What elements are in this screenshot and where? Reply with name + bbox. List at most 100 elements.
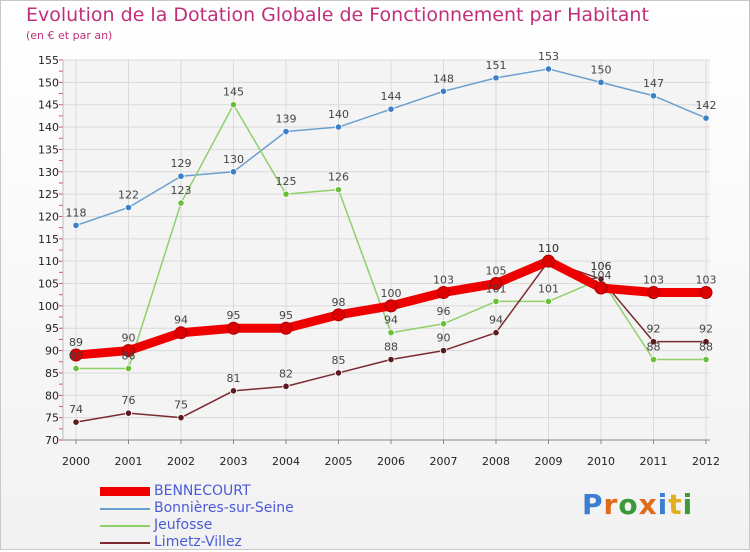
y-tick-label: 125 (38, 188, 59, 201)
data-label: 100 (381, 287, 402, 300)
x-tick-label: 2000 (62, 455, 90, 468)
data-point (439, 320, 448, 328)
data-point (69, 348, 83, 362)
data-point (492, 329, 500, 337)
data-label: 96 (437, 305, 451, 318)
data-point (544, 65, 553, 73)
y-tick-label: 130 (38, 166, 59, 179)
logo-letter: i (657, 488, 669, 521)
data-label: 147 (643, 77, 664, 90)
data-point (229, 168, 238, 176)
data-point (542, 254, 555, 268)
data-point (332, 308, 345, 322)
logo-letter: t (668, 488, 683, 521)
legend-label: Jeufosse (154, 517, 213, 533)
data-point (282, 127, 290, 136)
data-label: 130 (223, 153, 244, 166)
y-tick-label: 155 (38, 54, 59, 67)
legend-swatch (100, 508, 150, 510)
x-tick-label: 2004 (272, 455, 300, 468)
data-label: 126 (328, 171, 349, 184)
legend-swatch (100, 487, 150, 496)
data-label: 122 (118, 189, 139, 202)
x-tick-label: 2012 (692, 455, 720, 468)
data-label: 89 (69, 336, 83, 349)
axes: 70 75 80 85 90 95 100 105 110 115 120 125 130 135 140 1… (38, 54, 720, 468)
data-point (387, 105, 395, 113)
data-label: 90 (122, 332, 136, 345)
x-tick-label: 2002 (167, 455, 195, 468)
data-point (229, 387, 238, 395)
series-group (69, 65, 713, 426)
y-tick-label: 70 (45, 434, 59, 447)
data-point (334, 123, 343, 131)
data-label: 144 (381, 90, 402, 103)
data-label: 86 (69, 349, 83, 362)
y-tick-label: 135 (38, 143, 59, 156)
data-label: 94 (384, 314, 398, 327)
chart-subtitle: (en € et par an) (26, 29, 113, 42)
x-tick-label: 2008 (482, 455, 510, 468)
y-tick-label: 120 (38, 210, 59, 223)
legend-item-bennecourt: BENNECOURT (100, 483, 420, 501)
data-point (72, 221, 80, 230)
data-point (384, 299, 398, 313)
y-tick-label: 80 (45, 389, 59, 402)
data-label: 148 (433, 72, 454, 85)
data-point (124, 203, 133, 212)
data-point (177, 172, 185, 180)
data-label: 123 (171, 184, 192, 197)
plot-area (63, 60, 710, 440)
data-label: 76 (122, 394, 136, 407)
logo-letter: o (618, 488, 639, 521)
data-label: 82 (279, 367, 293, 380)
y-tick-label: 75 (45, 412, 59, 425)
data-label: 103 (643, 273, 664, 286)
y-tick-label: 85 (45, 367, 59, 380)
data-point (492, 297, 500, 306)
data-label: 150 (591, 63, 612, 76)
data-point (439, 346, 448, 355)
x-tick-label: 2003 (220, 455, 248, 468)
y-tick-label: 90 (45, 345, 59, 358)
data-label: 74 (69, 403, 83, 416)
data-label: 86 (122, 349, 136, 362)
chart-title: Evolution de la Dotation Globale de Fonc… (26, 4, 649, 26)
data-label: 92 (647, 323, 661, 336)
data-point (122, 344, 135, 358)
x-tick-label: 2007 (430, 455, 458, 468)
y-tick-label: 150 (38, 76, 59, 89)
data-point (649, 338, 658, 346)
legend-label: Bonnières-sur-Seine (154, 500, 294, 516)
data-label: 139 (276, 113, 297, 126)
y-tick-label: 145 (38, 99, 59, 112)
data-label: 151 (486, 59, 507, 72)
data-point (72, 364, 80, 373)
data-point (334, 369, 343, 377)
legend-swatch (100, 542, 150, 544)
data-point (387, 329, 395, 337)
x-tick-label: 2001 (115, 455, 143, 468)
data-label: 103 (696, 273, 717, 286)
data-point (647, 285, 660, 299)
data-label: 105 (486, 265, 507, 278)
data-label: 94 (174, 314, 188, 327)
legend-item-jeufosse: Jeufosse (100, 517, 420, 535)
data-label: 95 (227, 309, 241, 322)
data-label: 90 (437, 332, 451, 345)
data-label: 129 (171, 157, 192, 170)
data-label: 98 (332, 296, 346, 309)
legend-label: BENNECOURT (154, 483, 251, 499)
y-tick-label: 115 (38, 233, 59, 246)
data-point (174, 326, 188, 340)
y-tick-label: 105 (38, 278, 59, 291)
data-point (544, 297, 553, 306)
data-label: 145 (223, 86, 244, 99)
data-label: 104 (591, 269, 612, 282)
legend-item-limetz: Limetz-Villez (100, 534, 420, 552)
data-label: 88 (647, 341, 661, 354)
data-label: 140 (328, 108, 349, 121)
data-label: 85 (332, 354, 346, 367)
data-label: 125 (276, 175, 297, 188)
data-point (282, 190, 290, 198)
